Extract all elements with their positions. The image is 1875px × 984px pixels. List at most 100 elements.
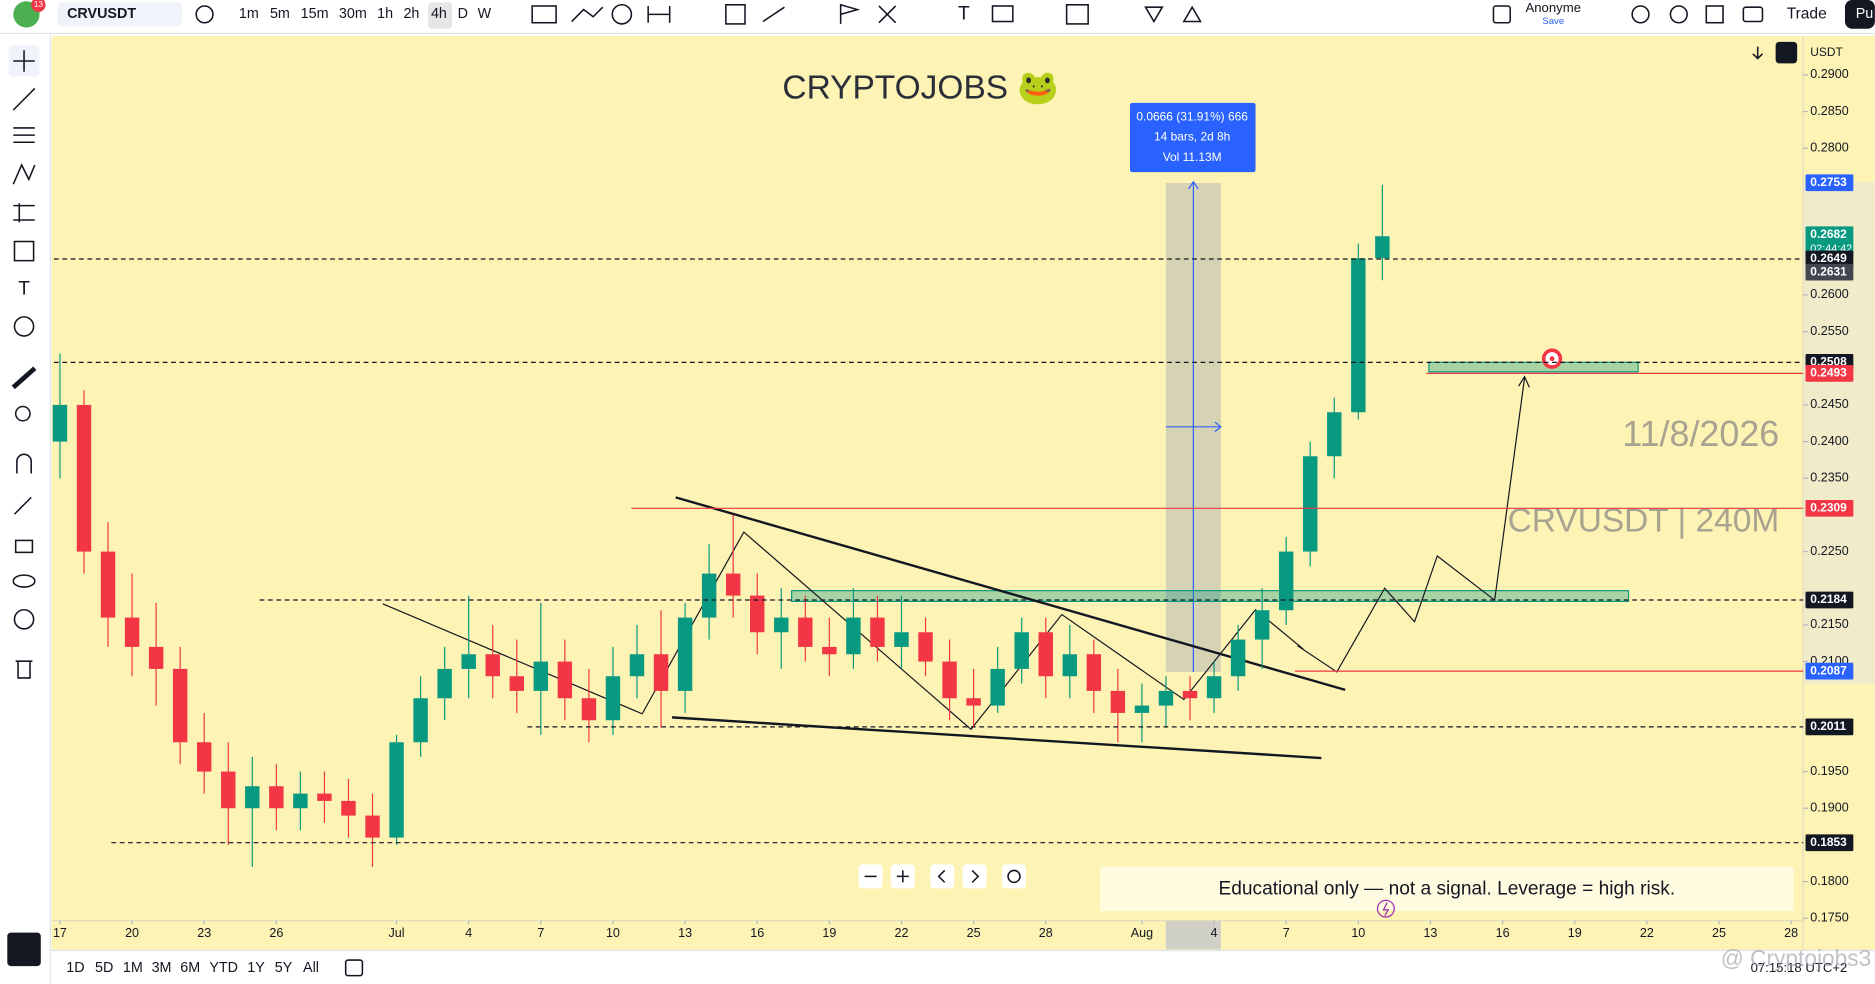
tool-icon[interactable] bbox=[1065, 4, 1089, 25]
range-button[interactable]: 5D bbox=[95, 960, 113, 976]
globe-icon[interactable] bbox=[13, 608, 35, 630]
axis-button[interactable] bbox=[1775, 41, 1798, 64]
publish-button[interactable] bbox=[1844, 0, 1875, 29]
save-label[interactable]: Save bbox=[1542, 16, 1564, 27]
interval-button[interactable]: 4h bbox=[431, 6, 447, 22]
candle-body bbox=[1206, 676, 1222, 699]
tool-icon[interactable] bbox=[839, 3, 861, 24]
candle-body bbox=[1254, 610, 1270, 640]
axis-icon[interactable] bbox=[1752, 46, 1764, 60]
date-range-icon[interactable] bbox=[344, 959, 364, 977]
user-name[interactable]: Anonyme bbox=[1525, 0, 1581, 15]
tv-logo-button[interactable] bbox=[7, 932, 41, 967]
x-tick-label: Aug bbox=[1131, 926, 1153, 940]
interval-button[interactable]: 15m bbox=[301, 6, 329, 22]
price-badge bbox=[1805, 591, 1854, 609]
interval-button[interactable]: 1h bbox=[377, 6, 393, 22]
tool-icon[interactable] bbox=[1144, 6, 1164, 24]
tool-icon[interactable] bbox=[571, 6, 604, 23]
event-marker[interactable] bbox=[1376, 899, 1395, 918]
measure-box bbox=[1129, 102, 1256, 173]
forecast-icon[interactable] bbox=[13, 203, 35, 223]
symbol[interactable]: CRVUSDT bbox=[67, 6, 136, 22]
range-button[interactable]: 6M bbox=[180, 960, 200, 976]
price-badge bbox=[1805, 263, 1854, 281]
candle-body bbox=[653, 654, 669, 691]
add-symbol-icon[interactable] bbox=[195, 5, 214, 24]
interval-button[interactable]: 30m bbox=[339, 6, 367, 22]
eye-icon[interactable] bbox=[12, 574, 36, 588]
pattern-icon[interactable] bbox=[12, 163, 36, 185]
scroll-left[interactable] bbox=[930, 864, 955, 889]
x-tick-label: 4 bbox=[1211, 926, 1218, 940]
time-highlight bbox=[1165, 920, 1221, 950]
tool-icon[interactable] bbox=[762, 6, 785, 23]
candle-body bbox=[269, 786, 284, 809]
tool-icon[interactable] bbox=[878, 5, 897, 24]
chart-background bbox=[51, 35, 1875, 951]
currency[interactable]: USDT bbox=[1810, 45, 1843, 59]
icon[interactable] bbox=[1705, 5, 1724, 24]
icon[interactable] bbox=[1631, 5, 1650, 24]
interval-button[interactable]: 1m bbox=[239, 6, 259, 22]
magnet-icon[interactable] bbox=[16, 453, 32, 474]
shape-icon[interactable] bbox=[13, 240, 35, 262]
candle-body bbox=[461, 654, 476, 669]
tool-icon[interactable] bbox=[647, 5, 671, 23]
x-tick-label: 13 bbox=[678, 926, 692, 940]
candle-body bbox=[870, 617, 885, 647]
tool-icon[interactable] bbox=[1182, 5, 1202, 23]
price-badge-label: 0.2753 bbox=[1810, 175, 1847, 189]
candle-body bbox=[846, 617, 861, 655]
candle-body bbox=[1062, 654, 1078, 677]
icon[interactable] bbox=[1742, 6, 1764, 23]
zoom-controls bbox=[858, 864, 1026, 889]
trendline-icon[interactable] bbox=[12, 87, 36, 111]
candle-body bbox=[293, 793, 308, 809]
range-button[interactable]: YTD bbox=[209, 960, 238, 976]
trash-icon[interactable] bbox=[15, 660, 33, 679]
interval-button[interactable]: 2h bbox=[403, 6, 419, 22]
icon bbox=[971, 869, 980, 883]
interval-button[interactable]: 5m bbox=[270, 6, 290, 22]
x-tick-label: 22 bbox=[1640, 926, 1654, 940]
scroll-right[interactable] bbox=[962, 864, 987, 889]
range-button[interactable]: 1M bbox=[123, 960, 143, 976]
pencil-icon[interactable] bbox=[13, 496, 32, 515]
price-badge bbox=[1805, 499, 1854, 517]
interval-button[interactable]: D bbox=[458, 6, 468, 22]
range-button[interactable]: 5Y bbox=[275, 960, 293, 976]
tool-icon[interactable] bbox=[611, 4, 633, 25]
zoom-icon[interactable] bbox=[14, 405, 31, 422]
ruler-icon[interactable] bbox=[11, 366, 37, 390]
range-button[interactable]: 3M bbox=[152, 960, 172, 976]
fib-icon[interactable] bbox=[13, 127, 35, 144]
tool-icon[interactable] bbox=[991, 5, 1014, 23]
tool-icon[interactable] bbox=[725, 4, 746, 25]
support-trendline bbox=[671, 716, 1322, 760]
text-icon[interactable]: T bbox=[18, 278, 30, 299]
candle-body bbox=[100, 551, 116, 618]
emoji-icon[interactable] bbox=[13, 316, 35, 337]
range-button[interactable]: 1Y bbox=[247, 960, 265, 976]
tool-icon[interactable]: T bbox=[958, 3, 970, 24]
range-button[interactable]: All bbox=[303, 960, 319, 976]
reset-view[interactable] bbox=[1002, 864, 1026, 889]
candle-body bbox=[1158, 690, 1174, 706]
y-tick-label: 0.2850 bbox=[1810, 104, 1848, 118]
publish-label[interactable]: Pu bbox=[1856, 6, 1874, 22]
y-tick-label: 0.1750 bbox=[1810, 911, 1848, 925]
symbol-search[interactable] bbox=[57, 2, 182, 27]
interval-button[interactable]: W bbox=[478, 6, 492, 22]
range-button[interactable]: 1D bbox=[66, 960, 84, 976]
tool-icon[interactable] bbox=[531, 5, 557, 24]
measure-text: Vol 11.13M bbox=[1163, 150, 1222, 164]
trade-button[interactable]: Trade bbox=[1787, 5, 1827, 22]
candle-body bbox=[1351, 258, 1366, 413]
x-tick-label: 26 bbox=[269, 926, 283, 940]
disclaimer-box bbox=[1100, 866, 1794, 912]
lock-icon[interactable] bbox=[14, 539, 34, 554]
icon[interactable] bbox=[1669, 5, 1688, 24]
crosshair-icon[interactable] bbox=[13, 50, 35, 72]
layout-checkbox[interactable] bbox=[1492, 5, 1511, 24]
